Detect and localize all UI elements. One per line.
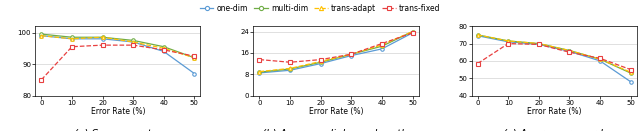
Legend: one-dim, multi-dim, trans-adapt, trans-fixed: one-dim, multi-dim, trans-adapt, trans-f…	[200, 4, 440, 13]
Text: (c) Average reward.: (c) Average reward.	[502, 129, 605, 131]
Text: (a) Success rate.: (a) Success rate.	[74, 129, 161, 131]
X-axis label: Error Rate (%): Error Rate (%)	[308, 107, 364, 116]
X-axis label: Error Rate (%): Error Rate (%)	[91, 107, 145, 116]
Text: (b) Average dialogue length.: (b) Average dialogue length.	[262, 129, 410, 131]
X-axis label: Error Rate (%): Error Rate (%)	[527, 107, 581, 116]
